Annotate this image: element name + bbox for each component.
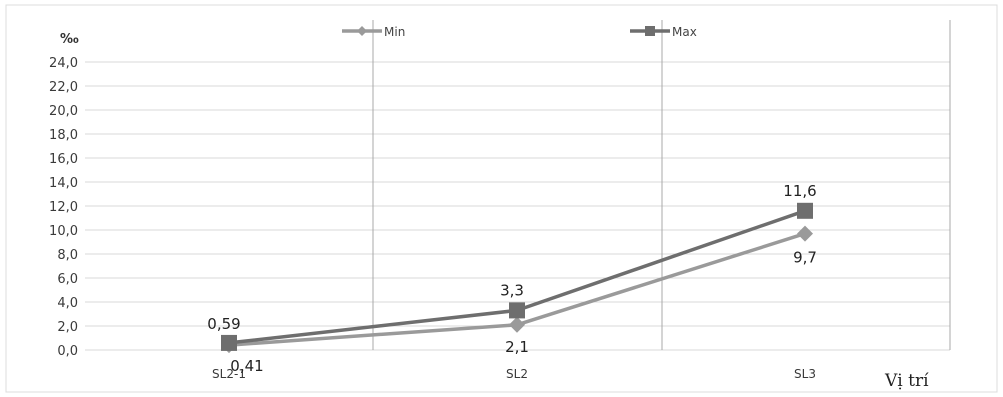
y-tick-label: 20,0 xyxy=(49,104,78,119)
y-tick-label: 14,0 xyxy=(49,176,78,191)
data-point-min xyxy=(509,316,525,333)
x-tick-label: SL2 xyxy=(506,367,528,381)
y-tick-label: 24,0 xyxy=(49,56,78,71)
y-tick-label: 8,0 xyxy=(57,248,78,263)
series-layer xyxy=(221,202,813,354)
data-point-max xyxy=(509,302,525,319)
data-label-max: 3,3 xyxy=(500,281,524,299)
y-tick-label: 4,0 xyxy=(57,296,78,311)
y-tick-label: 16,0 xyxy=(49,152,78,167)
y-axis-unit: ‰ xyxy=(60,32,79,47)
gridlines xyxy=(85,20,951,351)
data-label-min: 9,7 xyxy=(793,249,817,267)
data-point-max xyxy=(221,334,237,351)
legend-marker-min xyxy=(357,26,367,36)
data-label-min: 2,1 xyxy=(505,338,529,356)
data-label-max: 11,6 xyxy=(783,182,816,200)
y-tick-label: 6,0 xyxy=(57,272,78,287)
x-tick-label: SL2-1 xyxy=(212,367,246,381)
data-labels: 0,41 2,1 9,7 0,59 3,3 11,6 xyxy=(207,182,817,375)
y-tick-label: 12,0 xyxy=(49,200,78,215)
y-tick-label: 22,0 xyxy=(49,80,78,95)
data-label-min: 0,41 xyxy=(230,357,263,375)
x-axis-ticks: SL2-1 SL2 SL3 xyxy=(212,367,816,381)
y-tick-label: 10,0 xyxy=(49,224,78,239)
x-tick-label: SL3 xyxy=(794,367,816,381)
y-tick-label: 2,0 xyxy=(57,320,78,335)
y-axis-ticks: 0,0 2,0 4,0 6,0 8,0 10,0 12,0 14,0 16,0 18,0 20,0 2… xyxy=(49,56,78,359)
x-axis-label: Vị trí xyxy=(884,371,929,391)
legend-label-min: Min xyxy=(384,25,405,39)
chart-border xyxy=(5,4,998,393)
legend-label-max: Max xyxy=(672,25,697,39)
y-tick-label: 0,0 xyxy=(57,344,78,359)
data-point-max xyxy=(797,202,813,219)
data-label-max: 0,59 xyxy=(207,315,240,333)
legend-marker-max xyxy=(645,26,655,36)
data-point-min xyxy=(797,225,813,242)
legend: Min Max xyxy=(342,25,697,39)
y-tick-label: 18,0 xyxy=(49,128,78,143)
